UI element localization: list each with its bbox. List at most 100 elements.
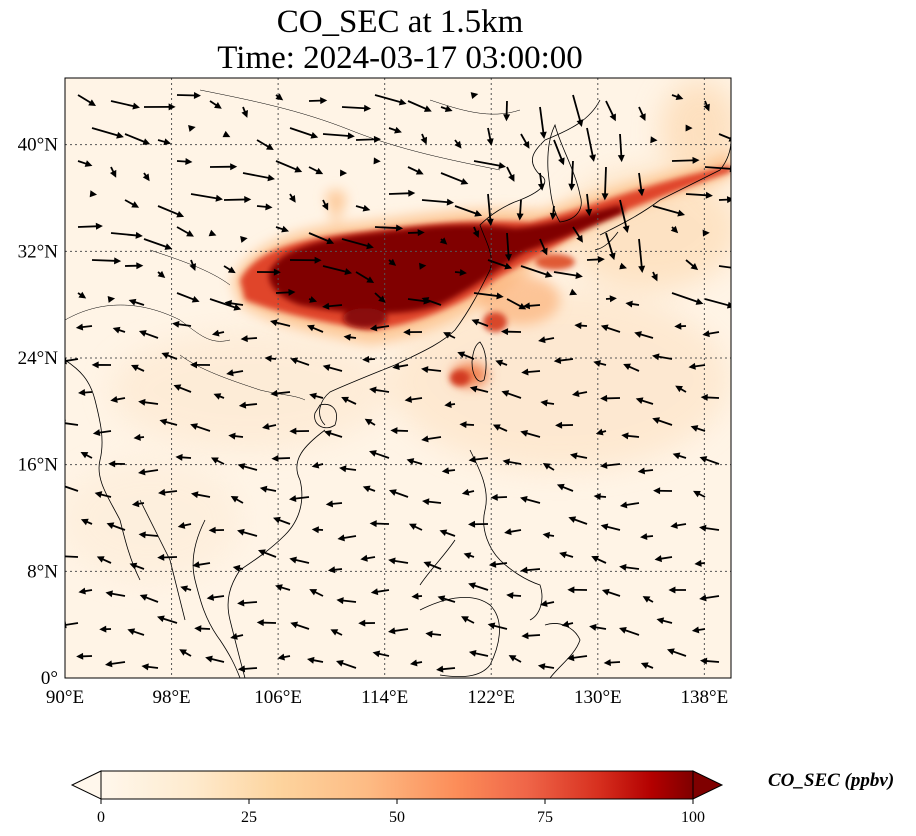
wind-arrow (549, 205, 557, 221)
wind-arrow (487, 622, 508, 630)
wind-arrow (469, 385, 489, 393)
wind-arrow (76, 652, 93, 660)
wind-arrow (436, 665, 456, 673)
wind-arrow (653, 487, 673, 495)
wind-arrow (91, 257, 122, 265)
wind-arrow (406, 458, 423, 465)
wind-arrow (289, 495, 310, 503)
wind-arrow (139, 594, 159, 603)
wind-arrow (306, 324, 324, 333)
colorbar-tick-label: 75 (537, 809, 553, 826)
wind-arrow (718, 265, 731, 269)
wind-arrow (411, 592, 423, 600)
wind-arrow (553, 271, 583, 279)
wind-arrow (520, 496, 541, 504)
wind-arrow (176, 91, 201, 99)
wind-arrow (264, 355, 277, 363)
wind-arrow (237, 665, 258, 673)
wind-arrow (568, 160, 576, 191)
wind-arrow (470, 92, 479, 99)
wind-arrow (112, 326, 126, 334)
wind-arrow (457, 351, 475, 360)
wind-arrow (289, 256, 322, 264)
wind-arrow (553, 139, 565, 166)
wind-arrow (228, 432, 244, 440)
wind-arrow (372, 650, 390, 658)
wind-arrow (77, 94, 96, 106)
wind-arrow (407, 229, 425, 237)
wind-arrow (343, 333, 357, 341)
wind-arrow (471, 318, 489, 327)
wind-arrow (369, 324, 390, 332)
wind-arrow (129, 562, 145, 570)
wind-arrow (640, 662, 654, 669)
wind-arrow (619, 199, 630, 234)
wind-arrow (603, 659, 621, 667)
wind-arrow (237, 528, 258, 537)
wind-arrow (571, 390, 588, 397)
wind-arrow (388, 557, 409, 565)
wind-arrow (230, 496, 244, 504)
latitude-tick-label: 8°N (27, 561, 58, 582)
wind-arrow (699, 524, 720, 532)
wind-arrow (309, 392, 324, 400)
wind-arrow (390, 427, 409, 435)
wind-arrow (277, 653, 291, 661)
wind-arrow (690, 425, 706, 432)
wind-arrow (490, 493, 508, 501)
wind-arrow (240, 236, 248, 243)
wind-arrow (443, 332, 456, 339)
wind-arrow (600, 324, 621, 333)
wind-arrow (127, 628, 145, 636)
wind-arrow (520, 265, 553, 278)
wind-arrow (273, 516, 291, 525)
wind-arrow (520, 429, 541, 438)
wind-arrow (308, 166, 324, 175)
wind-arrow (637, 467, 654, 475)
wind-arrow (671, 292, 704, 305)
wind-arrow (275, 225, 289, 233)
wind-arrow (410, 659, 423, 667)
wind-arrow (360, 554, 376, 562)
wind-arrow (538, 336, 555, 344)
wind-arrow (355, 204, 371, 212)
wind-arrow (388, 258, 397, 266)
wind-arrow (593, 493, 607, 501)
wind-arrow (322, 132, 355, 140)
latitude-tick-label: 32°N (18, 241, 59, 262)
wind-arrow (487, 259, 513, 270)
wind-arrow (601, 588, 621, 597)
wind-arrow (403, 328, 423, 336)
colorbar-tick-label: 0 (97, 809, 105, 826)
colorbar-extend-low (70, 770, 102, 800)
wind-arrow (189, 259, 197, 271)
wind-arrow (444, 401, 456, 408)
wind-arrow (176, 292, 200, 303)
wind-arrow (355, 135, 382, 143)
wind-arrow (671, 93, 684, 100)
colorbar-tick-label: 50 (389, 809, 405, 826)
wind-arrow (311, 526, 324, 534)
longitude-tick-labels: 90°E 98°E 106°E 114°E 122°E 130°E 138°E (46, 687, 728, 708)
longitude-tick-label: 138°E (681, 687, 729, 708)
wind-arrow (693, 490, 706, 498)
wind-arrow (492, 424, 508, 432)
wind-arrow (206, 593, 225, 601)
wind-arrow (600, 461, 621, 469)
wind-arrow (190, 423, 211, 432)
wind-arrow (141, 663, 159, 671)
colorbar-gradient (100, 770, 694, 800)
wind-arrow (685, 191, 713, 199)
wind-arrow (441, 467, 456, 475)
wind-arrow (407, 166, 424, 175)
wind-arrow (685, 259, 699, 271)
wind-arrow (106, 522, 126, 531)
wind-arrow (468, 649, 489, 657)
wind-arrow (392, 363, 409, 370)
wind-arrow (638, 106, 646, 122)
wind-arrow (370, 588, 390, 596)
wind-arrow (256, 619, 277, 627)
wind-arrow (192, 561, 211, 569)
wind-arrow (308, 296, 318, 303)
wind-arrow (209, 298, 242, 311)
